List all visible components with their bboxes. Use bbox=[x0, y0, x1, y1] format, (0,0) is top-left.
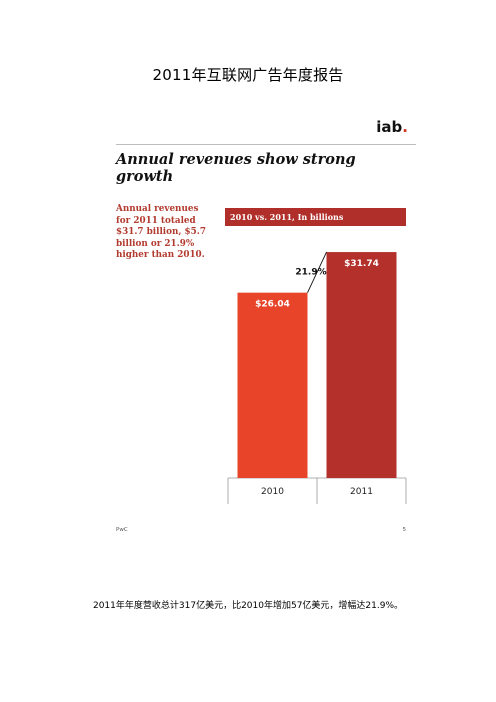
chart-banner: 2010 vs. 2011, In billions bbox=[225, 208, 406, 226]
revenue-summary: Annual revenues for 2011 totaled $31.7 b… bbox=[116, 204, 226, 262]
revenue-bar-chart: $26.04 2010 $31.74 2011 21.9% bbox=[227, 251, 407, 504]
x-tick-label: 2011 bbox=[350, 487, 373, 497]
footer-source: PwC bbox=[116, 527, 128, 533]
growth-connector bbox=[307, 251, 327, 293]
growth-label: 21.9% bbox=[295, 267, 326, 277]
iab-logo: iab. bbox=[376, 118, 408, 136]
summary-line: Annual revenues bbox=[116, 204, 199, 214]
bar-value-label: $31.74 bbox=[344, 259, 379, 269]
document-title: 2011年互联网广告年度报告 bbox=[152, 66, 344, 84]
report-slide: iab. Annual revenues show strong growth … bbox=[98, 116, 416, 540]
bar-2011 bbox=[326, 252, 397, 478]
summary-line: higher than 2010. bbox=[116, 250, 205, 260]
document-caption: 2011年年度营收总计317亿美元，比2010年增加57亿美元，增幅达21.9%… bbox=[92, 601, 404, 611]
page-number: 5 bbox=[402, 527, 407, 533]
summary-line: $31.7 billion, $5.7 bbox=[116, 227, 206, 237]
summary-line: billion or 21.9% bbox=[116, 238, 195, 249]
bar-2010 bbox=[237, 292, 308, 478]
slide-headline: Annual revenues show strong growth bbox=[116, 151, 356, 185]
summary-line: for 2011 totaled bbox=[116, 215, 196, 226]
header-divider bbox=[116, 144, 416, 145]
bar-value-label: $26.04 bbox=[255, 300, 290, 310]
x-tick-label: 2010 bbox=[261, 487, 284, 497]
